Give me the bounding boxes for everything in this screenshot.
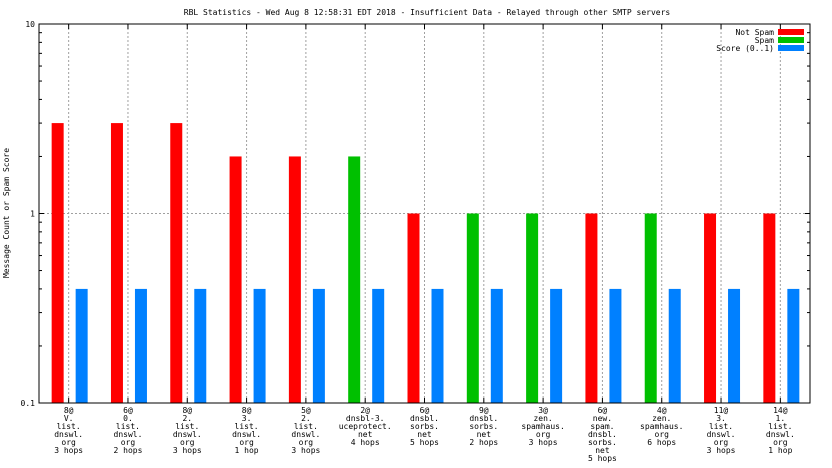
y-axis-label: Message Count or Spam Score [2,148,11,278]
x-tick-label: 9@ dnsbl. sorbs. net 2 hops [469,406,498,447]
bar-score-0-1 [431,288,444,403]
bar-score-0-1 [312,288,325,403]
legend-swatch [778,45,804,51]
bar-not-spam [51,123,64,404]
bar-score-0-1 [550,288,563,403]
bar-score-0-1 [668,288,681,403]
x-tick-label: 2@ dnsbl-3. uceprotect. net 4 hops [339,406,392,447]
x-tick-label: 4@ zen. spamhaus. org 6 hops [640,406,683,447]
bar-spam [466,213,479,403]
bar-not-spam [288,156,301,403]
x-tick-label: 8@ 2. list. dnswl. org 3 hops [173,406,202,455]
bar-spam [348,156,361,403]
x-tick-label: 6@ dnsbl. sorbs. net 5 hops [410,406,439,447]
x-tick-label: 5@ 2. list. dnswl. org 3 hops [291,406,320,455]
chart-title: RBL Statistics - Wed Aug 8 12:58:31 EDT … [184,8,671,17]
x-tick-label: 3@ zen. spamhaus. org 3 hops [521,406,564,447]
bar-score-0-1 [194,288,207,403]
legend-swatch [778,29,804,35]
bar-not-spam [110,123,123,404]
bar-score-0-1 [728,288,741,403]
y-tick-label: 10 [25,20,35,29]
x-tick-label: 14@ 1. list. dnswl. org 1 hop [766,406,795,455]
bars-layer [51,123,800,404]
bar-spam [644,213,657,403]
legend-label: Score (0..1) [716,44,774,53]
bar-score-0-1 [372,288,385,403]
bar-score-0-1 [134,288,147,403]
bar-not-spam [170,123,183,404]
x-tick-label: 6@ new. spam. dnsbl. sorbs. net 5 hops [588,406,617,463]
legend-swatch [778,37,804,43]
bar-score-0-1 [490,288,503,403]
legend-label: Spam [755,36,774,45]
bar-score-0-1 [253,288,266,403]
y-tick-label: 0.1 [21,399,36,408]
x-tick-label: 8@ 3. list. dnswl. org 1 hop [232,406,261,455]
x-tick-label: 11@ 3. list. dnswl. org 3 hops [707,406,736,455]
bar-spam [526,213,539,403]
y-tick-label: 1 [30,210,35,219]
bar-not-spam [704,213,717,403]
x-tick-label: 6@ 0. list. dnswl. org 2 hops [114,406,143,455]
bar-not-spam [585,213,598,403]
bar-not-spam [229,156,242,403]
bar-score-0-1 [609,288,622,403]
bar-not-spam [763,213,776,403]
bar-score-0-1 [787,288,800,403]
grid-layer [39,24,810,403]
x-tick-label: 8@ V. list. dnswl. org 3 hops [54,406,83,455]
bar-not-spam [407,213,420,403]
bar-score-0-1 [75,288,88,403]
axis-layer: 0.1 1 10 8@ V. list. dnswl. org 3 hops 6@ 0. list. d… [21,20,811,463]
legend-label: Not Spam [735,28,774,37]
